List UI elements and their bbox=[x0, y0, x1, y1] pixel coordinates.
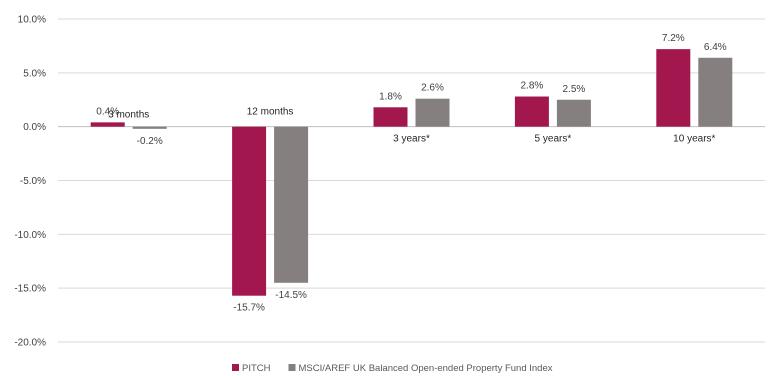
category-label: 5 years* bbox=[535, 134, 572, 145]
bar-pitch bbox=[656, 49, 691, 127]
bar-index bbox=[556, 99, 591, 127]
data-label: 2.6% bbox=[421, 83, 444, 94]
bar-pitch bbox=[373, 107, 408, 127]
bar-index bbox=[415, 98, 450, 127]
data-label: 6.4% bbox=[704, 42, 727, 53]
data-label: -0.2% bbox=[137, 136, 163, 147]
category-label: 12 months bbox=[247, 107, 294, 118]
category-label: 3 months bbox=[108, 110, 149, 121]
data-label: 7.2% bbox=[662, 33, 685, 44]
y-tick-label: 10.0% bbox=[18, 15, 46, 26]
legend-label: PITCH bbox=[242, 363, 271, 374]
y-tick-label: -20.0% bbox=[14, 338, 46, 349]
y-tick-label: -15.0% bbox=[14, 284, 46, 295]
legend-swatch bbox=[232, 364, 239, 371]
y-tick-label: 5.0% bbox=[23, 68, 46, 79]
bar-pitch bbox=[514, 96, 549, 127]
data-label: 1.8% bbox=[379, 91, 402, 102]
data-label: 2.8% bbox=[521, 81, 544, 92]
y-axis: 10.0% 5.0% 0.0% -5.0% -10.0% -15.0% -20.0% bbox=[14, 15, 46, 349]
y-tick-label: 0.0% bbox=[23, 122, 46, 133]
data-label: 2.5% bbox=[563, 84, 586, 95]
y-tick-label: -5.0% bbox=[20, 176, 46, 187]
bar-index bbox=[132, 126, 167, 129]
category-label: 10 years* bbox=[673, 134, 715, 145]
category-label: 3 years* bbox=[393, 134, 430, 145]
category-labels: 3 months 12 months 3 years* 5 years* 10 year… bbox=[108, 107, 715, 145]
y-tick-label: -10.0% bbox=[14, 230, 46, 241]
data-label: -14.5% bbox=[275, 290, 307, 301]
legend: PITCH MSCI/AREF UK Balanced Open-ended Pr… bbox=[232, 363, 553, 374]
data-labels: 0.4% -0.2% -15.7% -14.5% 1.8% 2.6% 2.8% 2.5% 7.2… bbox=[96, 33, 727, 314]
gridlines bbox=[58, 18, 765, 343]
data-label: -15.7% bbox=[233, 303, 265, 314]
data-label: 0.4% bbox=[96, 106, 119, 117]
bar-index bbox=[698, 57, 733, 127]
bar-pitch bbox=[90, 122, 125, 127]
legend-label: MSCI/AREF UK Balanced Open-ended Propert… bbox=[299, 363, 553, 374]
bars bbox=[90, 49, 733, 296]
bar-pitch bbox=[232, 126, 267, 296]
bar-index bbox=[274, 126, 309, 283]
legend-swatch bbox=[288, 364, 296, 371]
